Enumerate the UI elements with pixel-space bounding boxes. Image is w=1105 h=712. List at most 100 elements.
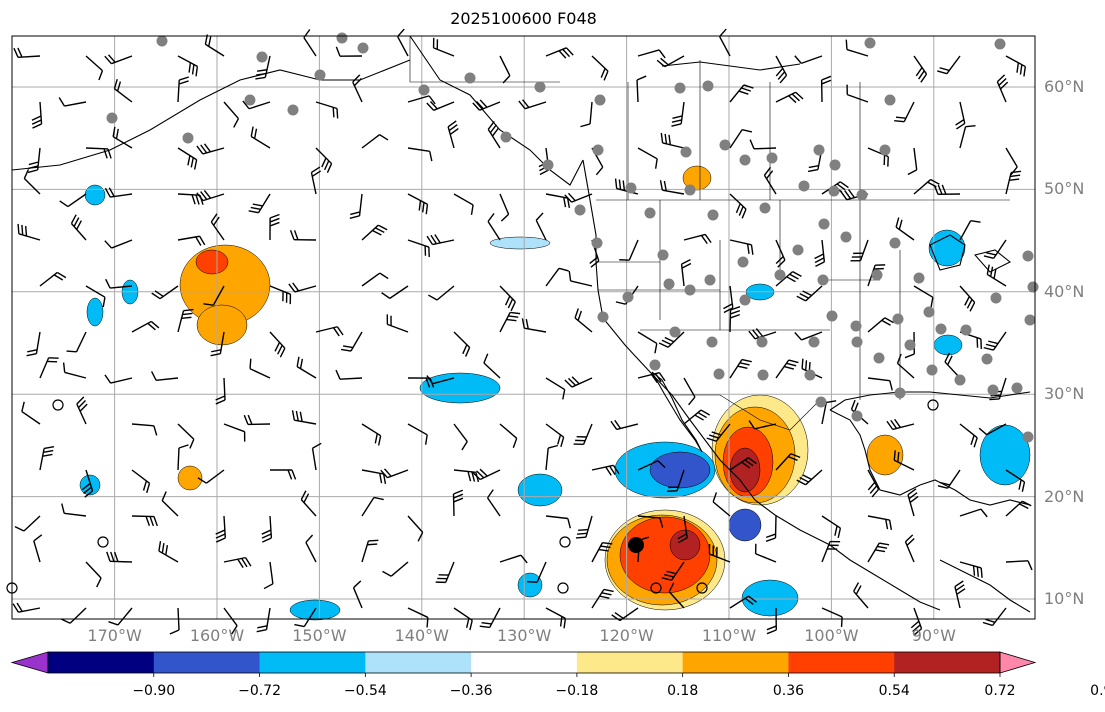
station-marker	[500, 131, 512, 143]
highlight-marker	[628, 537, 644, 553]
station-marker	[884, 94, 896, 106]
wind-barb	[545, 607, 567, 629]
station-marker	[669, 326, 681, 338]
negative-anomaly	[517, 572, 543, 598]
wind-barb	[637, 331, 658, 354]
wind-barb	[310, 166, 322, 195]
wind-barb	[269, 285, 292, 305]
wind-barb	[712, 492, 731, 517]
wind-barb	[397, 28, 409, 57]
wind-barb	[305, 534, 317, 563]
wind-barb	[619, 239, 639, 261]
wind-barb	[269, 469, 297, 480]
lat-label: 10°N	[1044, 589, 1085, 608]
ring-marker	[52, 399, 64, 411]
wind-barb	[349, 193, 363, 220]
station-marker	[987, 384, 999, 396]
wind-barb	[151, 285, 179, 300]
station-marker	[156, 35, 168, 47]
wind-barb	[435, 561, 455, 584]
station-marker	[840, 231, 852, 243]
wind-barb	[215, 377, 226, 405]
wind-barb	[105, 278, 133, 289]
wind-barb	[763, 166, 777, 195]
wind-barb	[775, 91, 804, 104]
station-marker	[994, 38, 1006, 50]
wind-barb	[677, 515, 688, 544]
wind-barb	[867, 469, 880, 498]
wind-barb	[723, 285, 734, 314]
wind-barb	[361, 539, 379, 563]
wind-barb	[637, 460, 666, 471]
wind-barb	[432, 37, 455, 57]
wind-barb	[453, 193, 474, 215]
wind-barb	[66, 331, 87, 353]
ring-marker	[650, 582, 662, 594]
wind-barb	[568, 270, 593, 287]
wind-barb	[407, 515, 424, 542]
wind-barb	[907, 488, 919, 517]
wind-barb	[775, 55, 788, 84]
station-marker	[1027, 281, 1039, 293]
station-marker	[1022, 431, 1034, 443]
wind-barb	[775, 359, 799, 379]
wind-barb	[177, 444, 189, 471]
wind-barb	[846, 84, 869, 103]
station-marker	[594, 94, 606, 106]
colorbar-tick-label: 0.18	[667, 683, 699, 699]
wind-barb	[821, 540, 841, 563]
lat-label: 60°N	[1044, 77, 1085, 96]
negative-anomaly	[517, 473, 563, 507]
station-marker	[314, 69, 326, 81]
wind-barb	[407, 607, 429, 628]
colorbar-tick-label: −0.72	[238, 683, 281, 699]
wind-barb	[896, 353, 915, 379]
wind-barb	[131, 515, 158, 527]
wind-barb	[85, 147, 112, 159]
station-marker	[826, 310, 838, 322]
wind-barb	[288, 282, 317, 293]
wind-barb	[521, 318, 547, 333]
wind-barb	[453, 469, 480, 483]
wind-barb	[426, 101, 455, 111]
wind-barb	[1005, 469, 1026, 492]
station-marker	[1011, 382, 1023, 394]
wind-barb	[666, 469, 685, 492]
wind-barb	[428, 285, 455, 301]
wind-barb	[204, 34, 225, 57]
negative-anomaly	[741, 579, 799, 617]
wind-barb	[335, 46, 363, 57]
wind-barb	[661, 561, 685, 581]
station-marker	[808, 336, 820, 348]
station-marker	[464, 72, 476, 84]
station-marker	[418, 84, 430, 96]
station-marker	[244, 94, 256, 106]
station-marker	[649, 359, 661, 371]
wind-barb	[131, 320, 160, 333]
wind-barb	[23, 169, 41, 195]
positive-anomaly	[866, 434, 904, 476]
wind-barb	[479, 607, 501, 629]
wind-barb	[729, 595, 757, 609]
wind-barb	[580, 101, 593, 128]
wind-barb	[104, 187, 133, 198]
wind-barb	[300, 490, 317, 517]
wind-barb	[982, 607, 1007, 627]
station-marker	[704, 274, 716, 286]
wind-barb	[794, 55, 823, 65]
wind-barb	[637, 147, 658, 169]
station-marker	[864, 37, 876, 49]
wind-barb	[104, 239, 133, 249]
wind-barb	[904, 534, 915, 563]
wind-barb	[729, 128, 753, 149]
wind-barb	[361, 224, 388, 241]
colorbar-segment	[365, 652, 472, 673]
lon-label: 170°W	[87, 626, 142, 645]
positive-anomaly	[177, 465, 203, 491]
station-marker	[739, 154, 751, 166]
station-marker	[851, 410, 863, 422]
wind-barb	[112, 126, 133, 149]
positive-anomaly	[196, 304, 248, 346]
station-marker	[935, 323, 947, 335]
